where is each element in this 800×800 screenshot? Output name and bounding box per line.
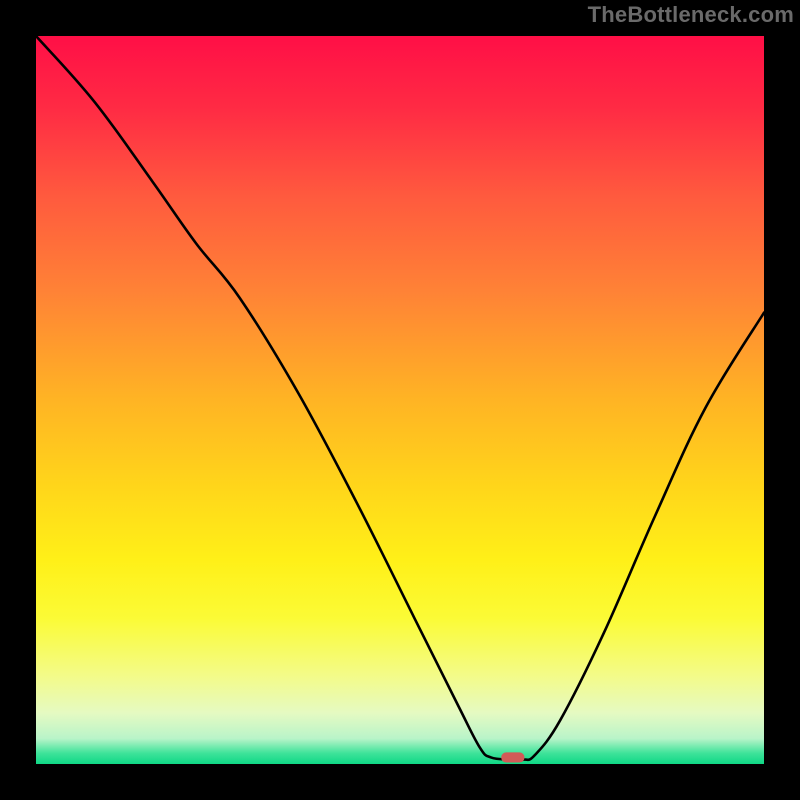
chart-stage: TheBottleneck.com	[0, 0, 800, 800]
chart-svg	[0, 0, 800, 800]
chart-plot-area	[36, 36, 764, 764]
optimal-marker	[501, 752, 524, 762]
watermark-label: TheBottleneck.com	[588, 2, 794, 28]
